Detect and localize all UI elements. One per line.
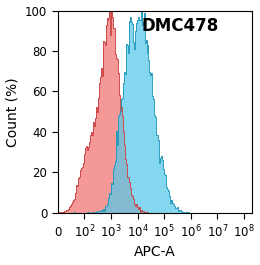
Text: 0: 0 <box>54 226 61 239</box>
Text: DMC478: DMC478 <box>141 17 219 35</box>
Y-axis label: Count (%): Count (%) <box>5 77 19 147</box>
X-axis label: APC-A: APC-A <box>134 245 176 259</box>
